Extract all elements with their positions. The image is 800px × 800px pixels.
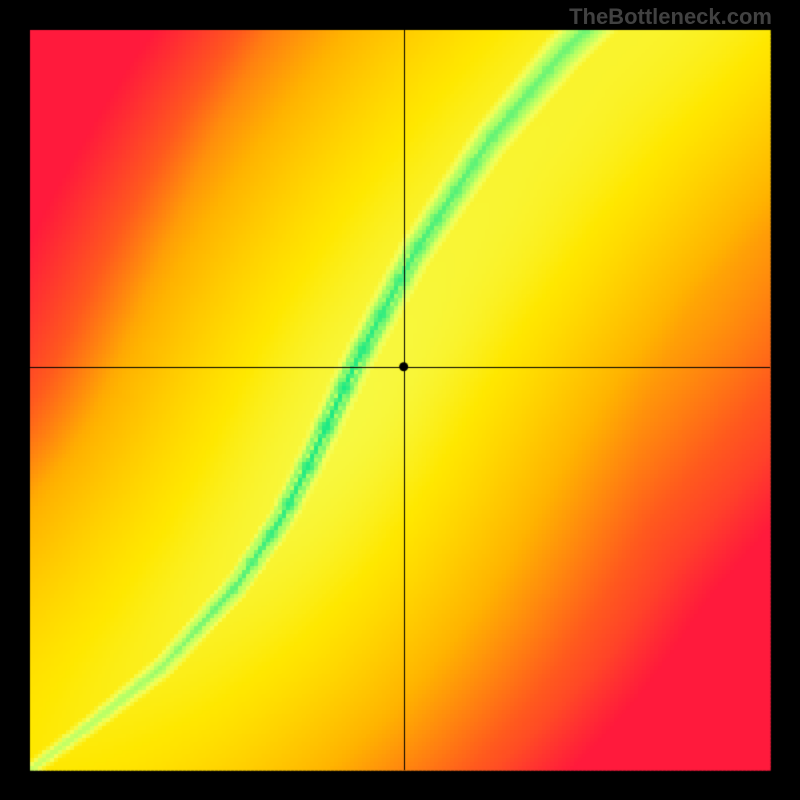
heatmap-canvas — [0, 0, 800, 800]
chart-container: TheBottleneck.com — [0, 0, 800, 800]
watermark-text: TheBottleneck.com — [569, 4, 772, 30]
